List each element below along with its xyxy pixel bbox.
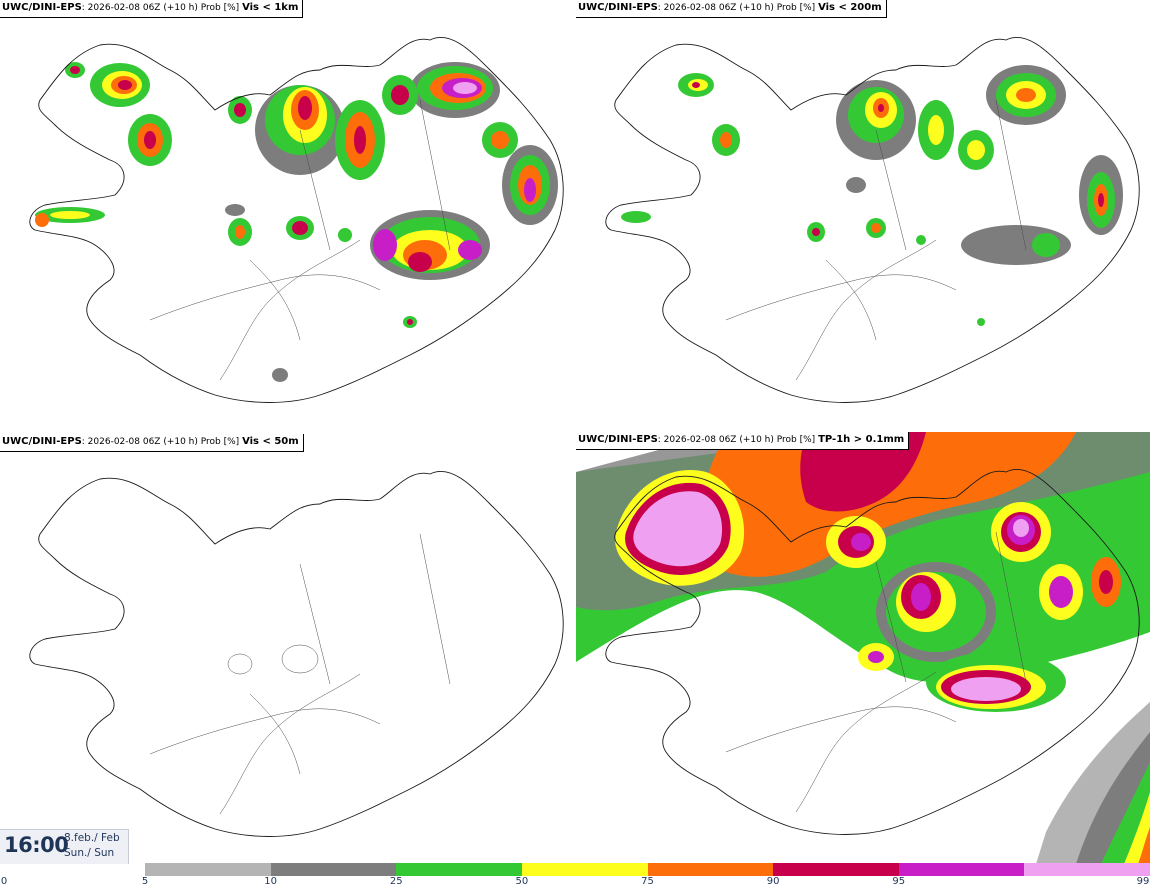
legend-swatch (396, 863, 522, 876)
coastline (605, 468, 1140, 835)
map-precip (576, 432, 1150, 864)
map-panel-vis-200m: UWC/DINI-EPS: 2026-02-08 06Z (+10 h) Pro… (576, 0, 1150, 432)
probability-field (35, 62, 558, 382)
panel-title: UWC/DINI-EPS: 2026-02-08 06Z (+10 h) Pro… (0, 0, 304, 18)
valid-day: Sun./ Sun (64, 847, 115, 859)
rivers (725, 531, 1027, 813)
coastline (29, 470, 564, 837)
valid-time-box: 16:00 8.feb./ Feb Sun./ Sun (0, 829, 129, 864)
legend-tick-label: 50 (515, 876, 529, 887)
probability-field (621, 65, 1123, 326)
panel-meta: 2026-02-08 06Z (+10 h) Prob [%] (87, 437, 240, 447)
map-panel-precip: UWC/DINI-EPS: 2026-02-08 06Z (+10 h) Pro… (576, 432, 1150, 864)
rivers (149, 533, 451, 815)
panel-brand: UWC/DINI-EPS (2, 436, 82, 447)
legend-tick-label: 0 (0, 876, 8, 887)
valid-date: 8.feb./ Feb (64, 832, 120, 844)
panel-brand: UWC/DINI-EPS (578, 2, 658, 13)
coastline (29, 36, 564, 403)
legend-swatch (773, 863, 899, 876)
legend-tick-label: 10 (264, 876, 277, 887)
legend-swatch (1024, 863, 1150, 876)
legend-swatch (521, 863, 648, 876)
panel-variable: TP-1h > 0.1mm (818, 434, 905, 445)
legend-swatch (647, 863, 774, 876)
panel-title: UWC/DINI-EPS: 2026-02-08 06Z (+10 h) Pro… (0, 434, 304, 452)
panel-title: UWC/DINI-EPS: 2026-02-08 06Z (+10 h) Pro… (576, 0, 887, 18)
legend-tick-label: 90 (766, 876, 780, 887)
map-vis-50m (29, 470, 564, 837)
map-vis-1km (29, 36, 564, 403)
panel-brand: UWC/DINI-EPS (2, 2, 82, 13)
rivers (725, 99, 1027, 381)
panel-meta: 2026-02-08 06Z (+10 h) Prob [%] (663, 3, 816, 13)
legend-ticks: 0 5 10 25 50 75 90 95 99 (0, 876, 1150, 891)
rivers (149, 99, 451, 381)
legend-tick-label: 5 (141, 876, 149, 887)
coastline (605, 36, 1140, 403)
legend-swatch (898, 863, 1025, 876)
legend-swatch (145, 863, 271, 876)
panel-meta: 2026-02-08 06Z (+10 h) Prob [%] (663, 435, 816, 445)
panel-variable: Vis < 50m (242, 436, 299, 447)
map-vis-200m (605, 36, 1140, 403)
panel-variable: Vis < 1km (242, 2, 299, 13)
panel-title: UWC/DINI-EPS: 2026-02-08 06Z (+10 h) Pro… (576, 432, 910, 450)
probability-field (576, 432, 1150, 864)
legend-tick-label: 25 (389, 876, 403, 887)
legend-tick-label: 99 (1136, 876, 1150, 887)
map-panel-vis-50m: UWC/DINI-EPS: 2026-02-08 06Z (+10 h) Pro… (0, 434, 574, 866)
color-legend (145, 863, 1150, 876)
panel-meta: 2026-02-08 06Z (+10 h) Prob [%] (87, 3, 240, 13)
map-panel-vis-1km: UWC/DINI-EPS: 2026-02-08 06Z (+10 h) Pro… (0, 0, 574, 432)
legend-swatch (270, 863, 397, 876)
panel-brand: UWC/DINI-EPS (578, 434, 658, 445)
valid-time: 16:00 (4, 833, 69, 857)
legend-tick-label: 75 (641, 876, 654, 887)
legend-tick-label: 95 (892, 876, 906, 887)
panel-variable: Vis < 200m (818, 2, 882, 13)
